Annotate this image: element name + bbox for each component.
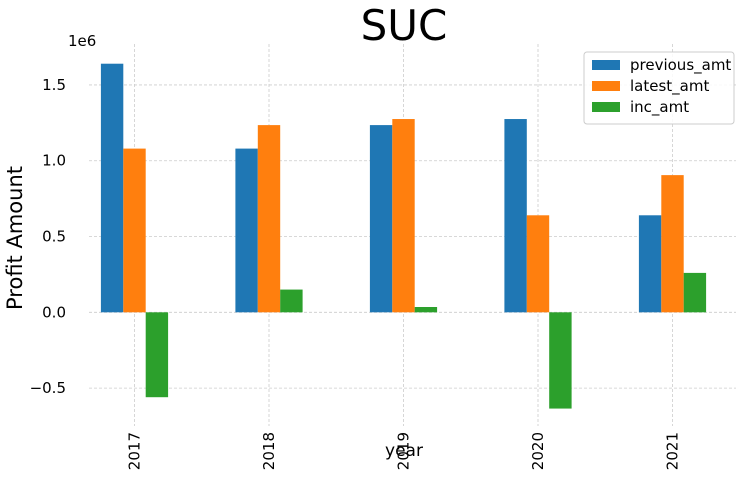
- chart-title: SUC: [361, 1, 448, 50]
- y-tick-label: 0.5: [42, 228, 66, 246]
- legend-swatch-previous_amt: [592, 60, 620, 70]
- bar-previous_amt-2021: [638, 215, 662, 313]
- x-tick-label: 2017: [126, 432, 144, 470]
- bar-inc_amt-2021: [683, 272, 707, 313]
- legend-label-latest_amt: latest_amt: [630, 77, 709, 96]
- y-tick-label: 1.0: [42, 152, 66, 170]
- bar-previous_amt-2019: [369, 125, 393, 313]
- x-tick-label: 2020: [529, 432, 547, 470]
- legend-swatch-latest_amt: [592, 81, 620, 91]
- bar-latest_amt-2018: [257, 125, 281, 313]
- legend-swatch-inc_amt: [592, 102, 620, 112]
- bars: [100, 63, 707, 409]
- bar-previous_amt-2020: [504, 119, 527, 313]
- y-axis-label: Profit Amount: [3, 166, 27, 310]
- legend-label-inc_amt: inc_amt: [630, 98, 689, 117]
- y-tick-label: 1.5: [42, 76, 66, 94]
- x-tick-label: 2019: [395, 432, 413, 470]
- bar-inc_amt-2018: [280, 289, 303, 313]
- bar-latest_amt-2019: [392, 119, 415, 313]
- bar-inc_amt-2017: [145, 312, 169, 398]
- bar-latest_amt-2021: [661, 175, 684, 313]
- y-tick-label: 0.0: [42, 303, 66, 321]
- x-axis-ticks: 2017 2018 2019 2020 2021: [126, 432, 682, 470]
- bar-latest_amt-2020: [526, 215, 550, 313]
- y-axis-ticks: −0.5 0.0 0.5 1.0 1.5: [30, 76, 66, 397]
- bar-latest_amt-2017: [123, 148, 146, 313]
- bar-inc_amt-2019: [414, 307, 438, 313]
- legend: previous_amt latest_amt inc_amt: [583, 51, 735, 125]
- bar-previous_amt-2017: [100, 63, 124, 313]
- legend-frame: [583, 51, 735, 125]
- x-tick-label: 2021: [664, 432, 682, 470]
- bar-inc_amt-2020: [549, 312, 572, 409]
- y-tick-label: −0.5: [30, 379, 66, 397]
- y-offset-label: 1e6: [68, 32, 96, 50]
- bar-previous_amt-2018: [235, 148, 258, 313]
- x-tick-label: 2018: [260, 432, 278, 470]
- x-axis-label: year: [385, 441, 423, 461]
- legend-label-previous_amt: previous_amt: [630, 56, 731, 75]
